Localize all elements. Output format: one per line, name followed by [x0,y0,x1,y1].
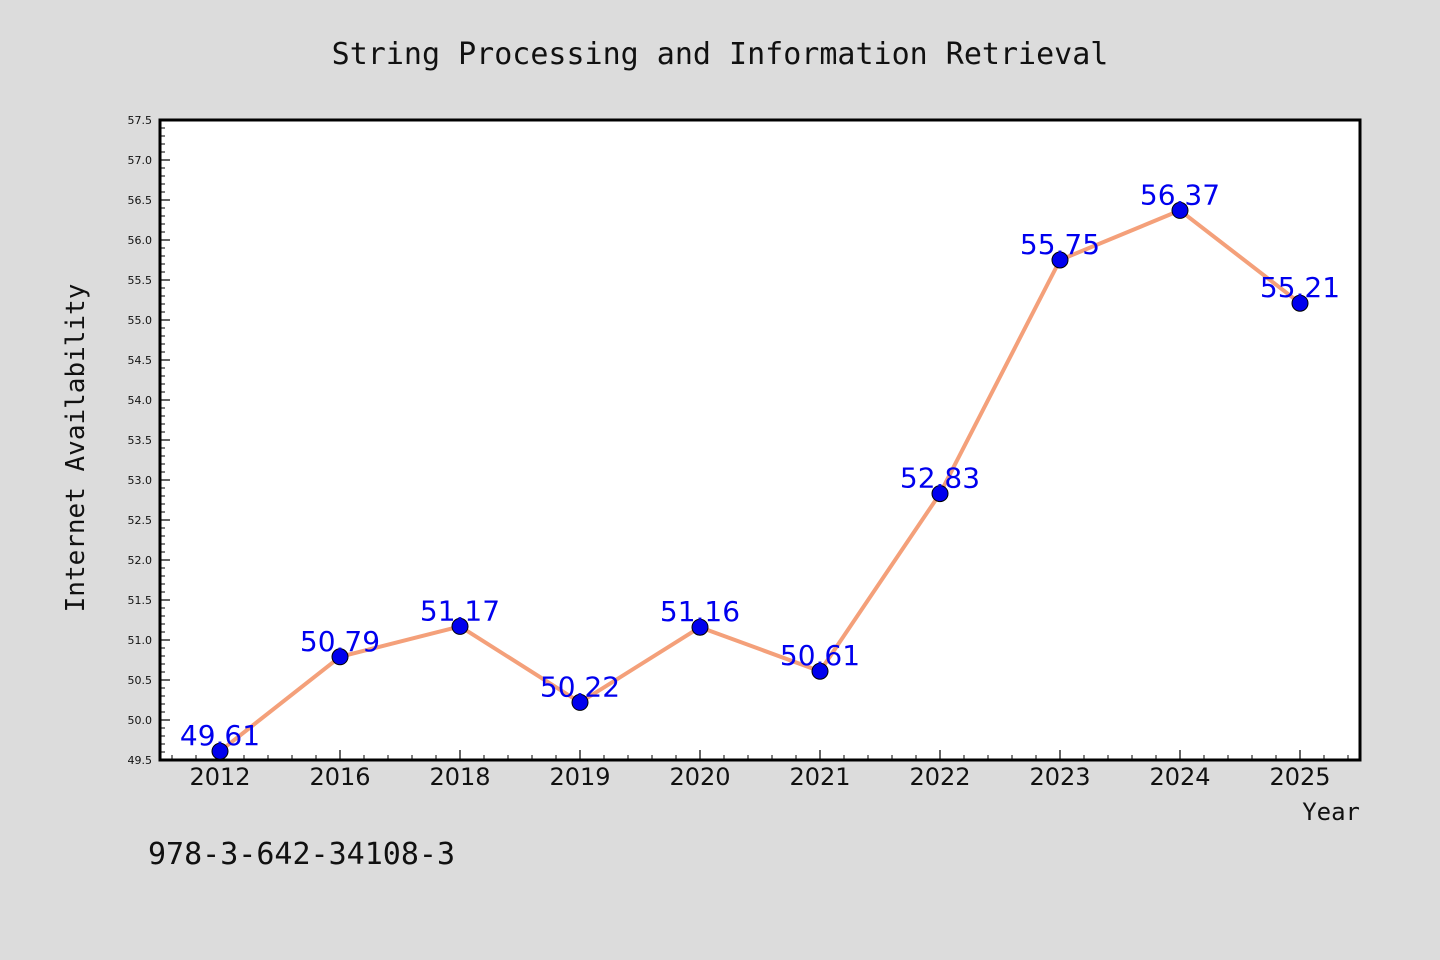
x-tick-label: 2021 [789,763,850,791]
data-label: 50.79 [300,625,380,658]
data-label: 51.16 [660,595,740,628]
y-tick-label: 53.0 [128,474,153,487]
x-tick-label: 2016 [309,763,370,791]
y-tick-label: 52.5 [128,514,153,527]
data-point [211,742,229,760]
chart-title: String Processing and Information Retrie… [332,37,1109,72]
data-label: 56.37 [1140,178,1220,211]
data-point [1291,294,1309,312]
data-label: 52.83 [900,462,980,495]
data-point [811,662,829,680]
isbn-text: 978-3-642-34108-3 [148,837,455,872]
y-axis: 49.5 50.0 50.5 51.0 51.5 52.0 52.5 53.0 53.5 54.0… [128,114,170,767]
y-tick-label: 52.0 [128,554,153,567]
x-tick-label: 2023 [1029,763,1090,791]
data-label: 49.61 [180,719,260,752]
y-tick-label: 54.0 [128,394,153,407]
series-line [218,208,1302,753]
data-label: 55.75 [1020,228,1100,261]
y-axis-label: Internet Availability [61,284,91,613]
data-point [931,485,949,503]
x-tick-label: 2012 [189,763,250,791]
data-point [1171,201,1189,219]
data-point [451,617,469,635]
y-tick-label: 57.0 [128,154,153,167]
y-tick-label: 53.5 [128,434,153,447]
data-label: 51.17 [420,594,500,627]
y-tick-label: 50.5 [128,674,153,687]
y-tick-label: 54.5 [128,354,153,367]
y-tick-label: 56.5 [128,194,153,207]
y-tick-label: 56.0 [128,234,153,247]
data-point [331,648,349,666]
x-tick-label: 2019 [549,763,610,791]
x-tick-label: 2022 [909,763,970,791]
y-tick-label: 57.5 [128,114,153,127]
data-labels: 49.61 50.79 51.17 50.22 51.16 50.61 52.83 55.75… [180,178,1340,752]
x-tick-label: 2020 [669,763,730,791]
y-tick-label: 50.0 [128,714,153,727]
x-axis-label: Year [1302,798,1360,826]
data-label: 55.21 [1260,271,1340,304]
y-tick-label: 49.5 [128,754,153,767]
y-tick-label: 55.5 [128,274,153,287]
series-internet-availability [211,201,1309,760]
y-tick-label: 55.0 [128,314,153,327]
x-tick-label: 2018 [429,763,490,791]
data-point [691,618,709,636]
data-label: 50.22 [540,670,620,703]
data-point [1051,251,1069,269]
x-axis: 2012 2016 2018 2019 2020 2021 2022 2023 2024 2025 [171,750,1349,791]
x-tick-label: 2024 [1149,763,1210,791]
data-point [571,693,589,711]
y-tick-label: 51.0 [128,634,153,647]
y-tick-label: 51.5 [128,594,153,607]
x-tick-label: 2025 [1269,763,1330,791]
data-label: 50.61 [780,639,860,672]
